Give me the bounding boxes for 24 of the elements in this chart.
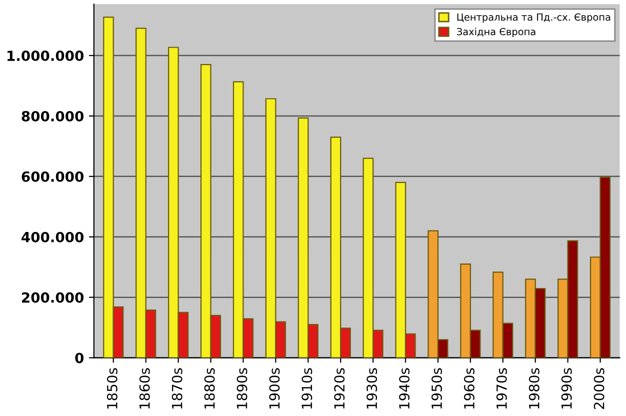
x-tick-label: 1950s [431,368,442,409]
x-tick-label: 1910s [302,368,312,409]
x-tick-label: 1920s [334,368,345,409]
x-tick-label: 1890s [236,368,248,409]
y-tick-label: 800.000 [22,110,84,122]
x-tick-label: 1970s [496,368,507,409]
legend-label: Західна Європа [457,28,536,38]
x-tick-label: 1940s [399,368,410,409]
x-tick-label: 1860s [139,368,150,409]
x-tick-label: 1880s [204,368,215,409]
y-tick-label: 200.000 [22,292,84,303]
legend-label: Центральна та Пд.-сх. Європа [457,13,610,23]
x-tick-label: 1850s [106,368,118,409]
y-tick-label: 1.000.000 [8,50,84,62]
x-tick-label: 1960s [464,368,474,409]
y-tick-label: 600.000 [22,171,84,182]
x-tick-label: 1930s [366,368,378,409]
x-tick-label: 1980s [528,368,540,409]
x-tick-label: 1870s [172,368,182,409]
x-tick-label: 1900s [269,368,280,409]
y-tick-label: 0 [75,352,84,364]
x-tick-label: 1990s [561,368,572,409]
x-tick-label: 2000s [594,368,604,410]
y-tick-label: 400.000 [22,232,84,242]
